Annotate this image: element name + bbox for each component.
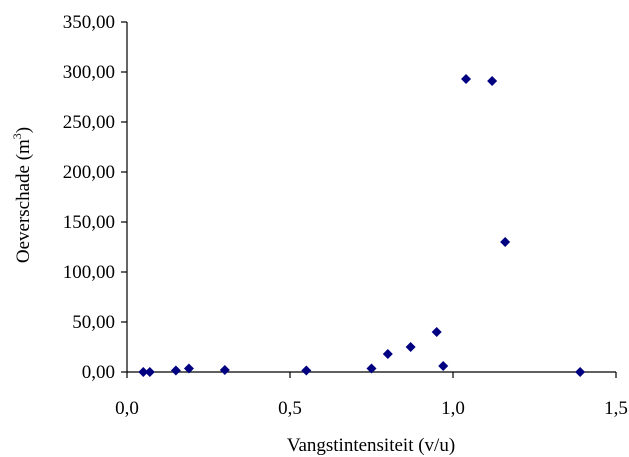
x-tick-label: 0,5 — [278, 398, 302, 419]
x-tick-label: 1,5 — [604, 398, 628, 419]
x-axis-title: Vangstintensiteit (v/u) — [287, 435, 455, 456]
data-point — [170, 365, 181, 376]
data-point — [301, 365, 312, 376]
y-tick-label: 350,00 — [63, 12, 115, 33]
y-axis-ticks: 0,00 50,00 100,00 150,00 200,00 250,00 300,00 3… — [63, 12, 127, 383]
y-axis-title-superscript: 3 — [10, 133, 24, 139]
data-point — [575, 367, 586, 377]
data-point — [461, 74, 472, 84]
data-point — [438, 361, 449, 371]
y-tick-label: 300,00 — [63, 62, 115, 83]
data-point — [405, 342, 416, 352]
data-point — [487, 76, 498, 86]
x-tick-label: 0,0 — [115, 398, 139, 419]
y-axis-title-text: Oeverschade (m — [13, 139, 34, 263]
data-points — [138, 74, 586, 377]
data-point — [500, 237, 511, 247]
x-axis-ticks: 0,0 0,5 1,0 1,5 — [115, 372, 628, 419]
data-point — [183, 363, 194, 374]
data-point — [219, 365, 230, 375]
data-point — [366, 363, 377, 374]
y-tick-label: 0,00 — [82, 362, 115, 383]
y-tick-label: 150,00 — [63, 212, 115, 233]
y-axis-title-suffix: ) — [13, 127, 34, 133]
y-tick-label: 200,00 — [63, 162, 115, 183]
data-point — [431, 327, 442, 337]
y-tick-label: 100,00 — [63, 262, 115, 283]
x-tick-label: 1,0 — [441, 398, 465, 419]
y-tick-label: 50,00 — [72, 312, 115, 333]
data-point — [382, 349, 393, 359]
y-axis-title: Oeverschade (m3) — [10, 127, 34, 263]
y-tick-label: 250,00 — [63, 112, 115, 133]
data-point — [144, 367, 155, 377]
data-point — [138, 367, 149, 377]
